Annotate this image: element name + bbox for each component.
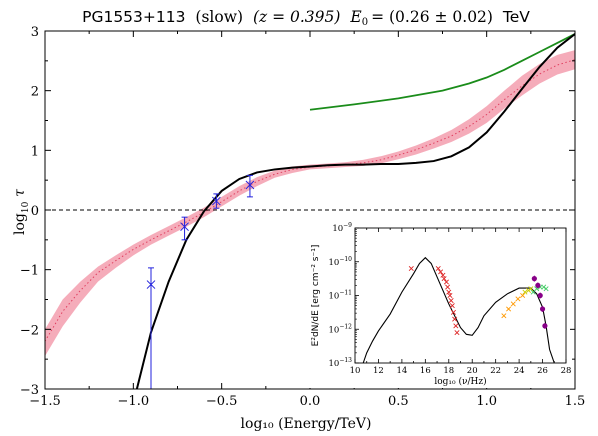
data-point-marker xyxy=(146,280,156,289)
data-point-marker xyxy=(212,196,221,206)
sed-point xyxy=(522,289,528,295)
inset-y-tick-label: 10−9 xyxy=(332,222,352,234)
inset-x-tick-label: 26 xyxy=(537,366,548,376)
y-tick-label: 2 xyxy=(31,85,39,100)
x-tick-label: 1.0 xyxy=(476,394,497,409)
inset-y-tick-label: 10−11 xyxy=(329,290,353,302)
sed-point xyxy=(435,265,441,272)
inset-x-tick-label: 22 xyxy=(490,366,501,376)
inset-y-axis-label: E²dN/dE [erg cm⁻² s⁻¹] xyxy=(311,245,321,347)
inset-sed-plot: 10 12 14 16 18 20 22 24 26 28 10−9 10−10 10−11 10−12 1… xyxy=(298,222,571,388)
data-point-marker xyxy=(180,222,189,232)
sed-point xyxy=(510,301,516,307)
y-label-sub: 10 xyxy=(21,201,31,213)
y-label-log: log xyxy=(12,213,28,235)
sed-point xyxy=(535,282,541,288)
inset-x-tick-label: 28 xyxy=(561,366,572,376)
sed-point xyxy=(443,279,449,285)
main-plot-area xyxy=(45,33,575,389)
x-tick-label: −1.0 xyxy=(118,394,150,409)
sed-point xyxy=(447,292,453,299)
y-label-tau: τ xyxy=(12,189,28,197)
sed-point xyxy=(525,287,532,293)
chart-title: PG1553+113 (slow) (z = 0.395) E0 = (0.26 … xyxy=(82,8,530,28)
y-tick-label: −3 xyxy=(20,383,39,398)
inset-x-tick-label: 12 xyxy=(373,366,384,376)
title-source: PG1553+113 xyxy=(82,8,185,26)
sed-point xyxy=(501,313,507,319)
green-model-line xyxy=(309,33,575,111)
sed-point xyxy=(438,269,444,275)
inset-y-tick-label: 10−12 xyxy=(329,323,353,335)
y-tick-label: 1 xyxy=(31,144,39,159)
title-e0-value: = (0.26 ± 0.02) xyxy=(371,8,493,26)
title-e0-label: E xyxy=(349,8,362,26)
sed-model-line xyxy=(362,256,555,363)
inset-y-tick-label: 10−10 xyxy=(329,256,353,268)
inset-x-tick-label: 14 xyxy=(396,366,407,376)
sed-point xyxy=(539,306,546,312)
y-tick-label: −2 xyxy=(20,323,39,338)
sed-point xyxy=(441,276,447,282)
inset-x-axis-label: log₁₀ (ν/Hz) xyxy=(434,376,486,387)
title-e0-sub: 0 xyxy=(362,17,368,28)
sed-point xyxy=(537,292,543,299)
sed-point xyxy=(452,316,458,322)
sed-point xyxy=(515,296,521,302)
y-tick-label: 0 xyxy=(31,204,39,219)
uncertainty-band xyxy=(45,50,575,357)
inset-y-tick-label: 10−13 xyxy=(329,357,353,369)
sed-point xyxy=(449,303,455,309)
sed-point xyxy=(445,284,451,290)
inset-x-tick-label: 16 xyxy=(420,366,431,376)
x-axis-label: log₁₀ (Energy/TeV) xyxy=(241,416,372,432)
sed-point xyxy=(448,298,454,304)
x-tick-label: 0.5 xyxy=(388,394,409,409)
sed-point xyxy=(408,265,414,272)
inset-plot-area xyxy=(362,256,555,363)
sed-point xyxy=(541,284,547,290)
sed-point xyxy=(531,276,537,282)
inset-x-tick-label: 18 xyxy=(443,366,454,376)
x-tick-label: 1.5 xyxy=(565,394,586,409)
sed-point xyxy=(453,323,459,329)
inset-x-tick-label: 10 xyxy=(350,366,361,376)
y-tick-label: −1 xyxy=(20,264,39,279)
data-point-marker xyxy=(245,180,255,190)
y-tick-label: 3 xyxy=(31,25,39,40)
sed-point xyxy=(446,289,452,295)
sed-point xyxy=(454,330,460,336)
sed-point xyxy=(520,292,526,299)
title-redshift: (z = 0.395) xyxy=(253,8,340,26)
sed-point xyxy=(450,309,456,315)
title-unit: TeV xyxy=(502,8,530,26)
x-tick-label: −0.5 xyxy=(206,394,238,409)
band-center-line xyxy=(45,59,575,342)
sed-point xyxy=(542,323,548,329)
inset-x-tick-label: 24 xyxy=(514,366,525,376)
inset-background xyxy=(298,222,570,388)
sed-point xyxy=(543,286,549,292)
x-tick-label: 0.0 xyxy=(300,394,321,409)
sed-point xyxy=(440,272,446,278)
title-model: (slow) xyxy=(195,8,243,26)
y-axis-label: log10 τ xyxy=(12,189,31,235)
x-tick-label: −1.5 xyxy=(29,394,61,409)
inset-x-tick-label: 20 xyxy=(467,366,478,376)
sed-point xyxy=(506,306,512,312)
black-model-line xyxy=(135,33,575,389)
sed-point xyxy=(528,286,534,292)
